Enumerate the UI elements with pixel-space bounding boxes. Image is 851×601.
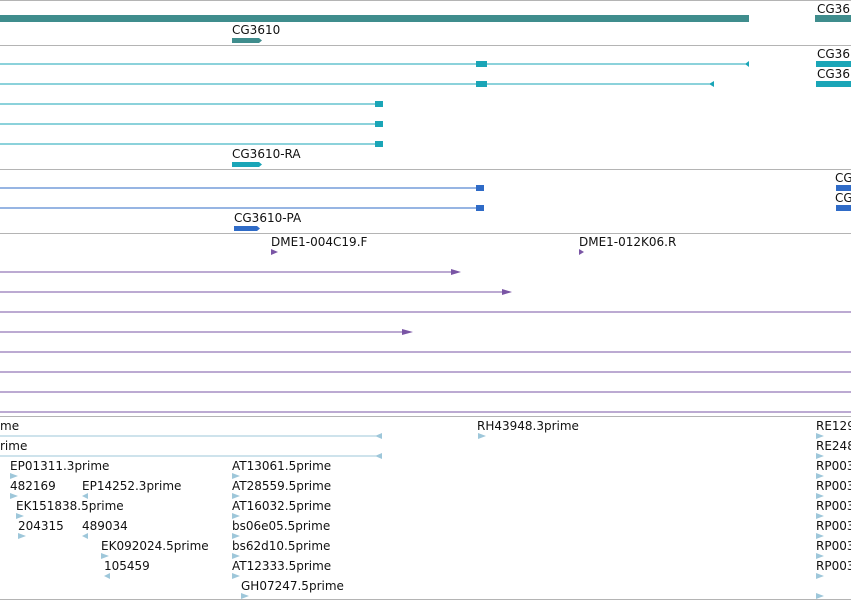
transcript-glyph[interactable] <box>232 162 259 167</box>
est-label[interactable]: RE129 <box>816 419 851 433</box>
protein-label-right-2[interactable]: CG <box>835 191 851 205</box>
est-feature-glyph[interactable] <box>82 533 88 539</box>
transcript-row-5[interactable] <box>0 141 383 147</box>
est-label[interactable]: AT12333.5prime <box>232 559 332 573</box>
transcript-row-1[interactable] <box>0 61 851 67</box>
est-feature-glyph[interactable] <box>16 513 24 519</box>
est-feature-glyph[interactable] <box>101 553 109 559</box>
est-feature-glyph[interactable] <box>816 433 824 439</box>
est-feature-glyph[interactable] <box>10 493 18 499</box>
est-label[interactable]: RP003 <box>816 479 851 493</box>
est-feature-glyph[interactable] <box>10 473 18 479</box>
est-label[interactable]: AT13061.5prime <box>232 459 332 473</box>
est-feature-glyph[interactable] <box>816 493 824 499</box>
est-feature-glyph[interactable] <box>232 493 240 499</box>
est-feature-glyph[interactable] <box>232 573 240 579</box>
est-feature-glyph[interactable] <box>816 453 824 459</box>
est-feature-glyph[interactable] <box>104 573 110 579</box>
est-label[interactable]: me <box>0 419 20 433</box>
est-label[interactable]: RP003 <box>816 519 851 533</box>
clone-row-2[interactable] <box>0 289 512 295</box>
est-feature-glyph[interactable] <box>82 493 88 499</box>
est-feature-glyph[interactable] <box>232 553 240 559</box>
est-label[interactable]: 204315 <box>18 519 64 533</box>
clone-row-1[interactable] <box>0 269 461 275</box>
transcript-row-2[interactable] <box>0 81 851 87</box>
clone-label-1[interactable]: DME1-004C19.F <box>271 235 368 249</box>
protein-label-right-1[interactable]: CG <box>835 171 851 185</box>
est-label[interactable]: AT16032.5prime <box>232 499 332 513</box>
est-feature-glyph[interactable] <box>478 433 486 439</box>
est-feature-glyph[interactable] <box>232 533 240 539</box>
gene-span-bar-right[interactable] <box>815 15 851 22</box>
est-label[interactable]: rime <box>0 439 28 453</box>
est-label[interactable]: bs62d10.5prime <box>232 539 331 553</box>
est-label[interactable]: 105459 <box>104 559 150 573</box>
est-label[interactable]: RP003 <box>816 459 851 473</box>
gene-label-right[interactable]: CG36 <box>817 2 850 16</box>
protein-glyph-arrow <box>257 226 260 231</box>
transcript-glyph-arrow <box>259 162 262 167</box>
transcript-row-4[interactable] <box>0 121 383 127</box>
est-label[interactable]: 482169 <box>10 479 56 493</box>
est-label[interactable]: EP14252.3prime <box>82 479 182 493</box>
est-row-1[interactable] <box>0 433 382 439</box>
est-label[interactable]: EK092024.5prime <box>101 539 209 553</box>
est-feature-glyph[interactable] <box>816 533 824 539</box>
est-feature-glyph[interactable] <box>816 513 824 519</box>
gene-glyph-arrow <box>259 38 262 43</box>
est-label[interactable]: RP003 <box>816 499 851 513</box>
est-label[interactable]: 489034 <box>82 519 128 533</box>
est-label[interactable]: RP003 <box>816 559 851 573</box>
gene-label[interactable]: CG3610 <box>232 23 281 37</box>
transcript-label-right-1[interactable]: CG36 <box>817 47 850 61</box>
protein-row-2[interactable] <box>0 205 851 211</box>
est-label[interactable]: EK151838.5prime <box>16 499 124 513</box>
est-feature-glyph[interactable] <box>816 573 824 579</box>
est-feature-glyph[interactable] <box>816 553 824 559</box>
est-row-2[interactable] <box>0 453 382 459</box>
est-label[interactable]: bs06e05.5prime <box>232 519 331 533</box>
clone-marker-1[interactable] <box>271 249 278 255</box>
est-feature-glyph[interactable] <box>241 593 249 599</box>
est-label[interactable]: EP01311.3prime <box>10 459 110 473</box>
gene-glyph[interactable] <box>232 38 259 43</box>
protein-glyph[interactable] <box>234 226 257 231</box>
est-feature-glyph[interactable] <box>18 533 26 539</box>
gene-span-bar[interactable] <box>0 15 749 22</box>
est-feature-glyph[interactable] <box>232 473 240 479</box>
clone-label-2[interactable]: DME1-012K06.R <box>579 235 677 249</box>
est-label[interactable]: RH43948.3prime <box>477 419 579 433</box>
transcript-row-3[interactable] <box>0 101 383 107</box>
transcript-label[interactable]: CG3610-RA <box>232 147 301 161</box>
est-feature-glyph[interactable] <box>816 593 824 599</box>
protein-row-1[interactable] <box>0 185 851 191</box>
est-label[interactable]: AT28559.5prime <box>232 479 332 493</box>
transcript-label-right-2[interactable]: CG36 <box>817 67 850 81</box>
est-label[interactable]: RP003 <box>816 539 851 553</box>
clone-marker-2[interactable] <box>579 249 584 255</box>
est-label[interactable]: GH07247.5prime <box>241 579 344 593</box>
est-feature-glyph[interactable] <box>232 513 240 519</box>
protein-label[interactable]: CG3610-PA <box>234 211 302 225</box>
clone-row-4[interactable] <box>0 329 413 335</box>
est-label[interactable]: RE248 <box>816 439 851 453</box>
est-feature-glyph[interactable] <box>816 473 824 479</box>
